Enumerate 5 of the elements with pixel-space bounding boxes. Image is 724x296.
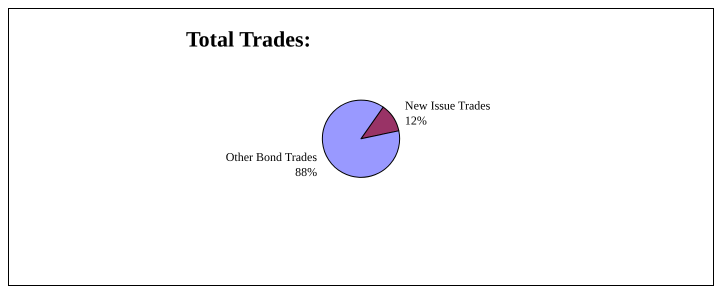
slice-label: New Issue Trades [404,98,491,113]
data-label: 88% [295,164,318,179]
data-label: 12% [404,114,427,128]
slice-label: Other Bond Trades [226,150,318,164]
chart-title: Total Trades: [186,26,311,52]
